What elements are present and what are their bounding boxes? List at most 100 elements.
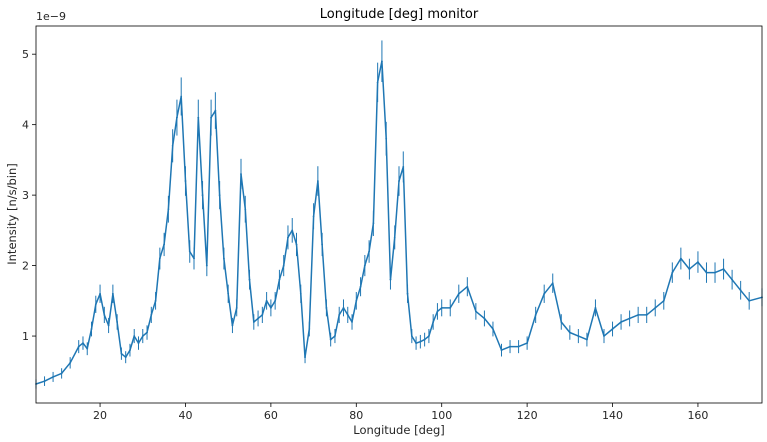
data-point	[526, 342, 529, 345]
x-tick-label: 20	[93, 409, 107, 422]
data-point	[244, 208, 247, 211]
data-point	[402, 166, 405, 168]
data-point	[150, 314, 153, 316]
data-point	[99, 292, 101, 295]
x-tick-label: 120	[517, 409, 538, 422]
data-point	[705, 271, 708, 274]
y-offset-text: 1e−9	[36, 10, 66, 23]
data-point	[129, 349, 131, 352]
data-point	[551, 282, 554, 285]
plot-area	[35, 25, 763, 404]
y-axis-ticks: 1 2 3 4 5	[22, 48, 36, 343]
data-point	[376, 81, 379, 84]
data-point	[410, 335, 413, 337]
data-point	[163, 243, 166, 246]
data-point	[146, 331, 148, 334]
data-point	[398, 180, 400, 182]
data-point	[282, 264, 285, 267]
data-point	[218, 194, 221, 197]
data-point	[308, 328, 311, 330]
plot-frame	[35, 25, 763, 404]
data-point	[436, 310, 439, 313]
data-point	[227, 292, 230, 295]
data-point	[688, 268, 691, 271]
data-point	[594, 306, 597, 309]
data-point	[210, 116, 212, 119]
data-point	[111, 292, 114, 295]
data-point	[316, 180, 319, 182]
data-point	[620, 321, 622, 323]
y-tick-label: 3	[22, 189, 29, 202]
data-point	[120, 352, 123, 355]
data-point	[611, 328, 614, 330]
data-point	[312, 215, 315, 218]
data-point	[205, 264, 208, 267]
y-tick-label: 2	[22, 260, 29, 273]
data-point	[240, 173, 242, 175]
data-point	[248, 278, 251, 281]
data-point	[427, 335, 430, 337]
data-point	[137, 342, 140, 345]
data-point	[534, 314, 537, 316]
data-point	[201, 194, 204, 197]
data-point	[265, 299, 268, 302]
x-tick-label: 80	[349, 409, 363, 422]
data-point	[509, 345, 511, 348]
data-point	[492, 328, 494, 330]
data-point	[363, 264, 366, 267]
chart-title: Longitude [deg] monitor	[320, 7, 479, 22]
data-point	[637, 314, 640, 316]
data-point	[474, 310, 477, 313]
data-point	[252, 321, 255, 323]
data-point	[329, 338, 332, 341]
data-point	[440, 306, 443, 309]
data-point	[415, 342, 417, 345]
data-point	[722, 268, 725, 271]
data-point	[133, 335, 136, 337]
data-point	[603, 335, 605, 337]
data-point	[748, 299, 751, 302]
x-tick-label: 100	[431, 409, 452, 422]
data-point	[43, 380, 46, 383]
data-point	[372, 222, 375, 225]
data-point	[82, 342, 84, 345]
data-point	[368, 250, 371, 253]
x-tick-label: 40	[178, 409, 192, 422]
data-point	[77, 345, 80, 348]
data-point	[154, 299, 157, 302]
data-point	[69, 361, 72, 364]
plot-background	[36, 26, 762, 403]
data-point	[261, 314, 264, 316]
y-tick-label: 1	[22, 330, 29, 343]
data-point	[141, 335, 144, 337]
data-point	[457, 292, 460, 295]
x-tick-label: 60	[264, 409, 278, 422]
data-point	[184, 180, 187, 182]
data-point	[295, 243, 298, 246]
data-point	[274, 299, 277, 302]
data-point	[193, 257, 195, 260]
data-point	[158, 257, 161, 260]
data-point	[90, 328, 93, 330]
data-point	[739, 289, 742, 292]
data-point	[697, 261, 699, 263]
data-point	[714, 271, 716, 274]
data-point	[235, 306, 238, 309]
data-point	[52, 376, 54, 378]
data-point	[334, 335, 336, 337]
data-point	[419, 340, 422, 343]
data-point	[577, 335, 580, 337]
data-point	[731, 278, 734, 281]
data-point	[231, 324, 234, 327]
data-point	[103, 314, 106, 316]
y-tick-label: 5	[22, 48, 29, 61]
data-point	[385, 137, 388, 140]
data-point	[278, 278, 281, 281]
data-point	[60, 372, 63, 375]
data-point	[645, 314, 648, 316]
data-point	[299, 292, 302, 295]
data-point	[517, 345, 520, 348]
data-point	[543, 292, 546, 295]
data-point	[389, 278, 392, 281]
